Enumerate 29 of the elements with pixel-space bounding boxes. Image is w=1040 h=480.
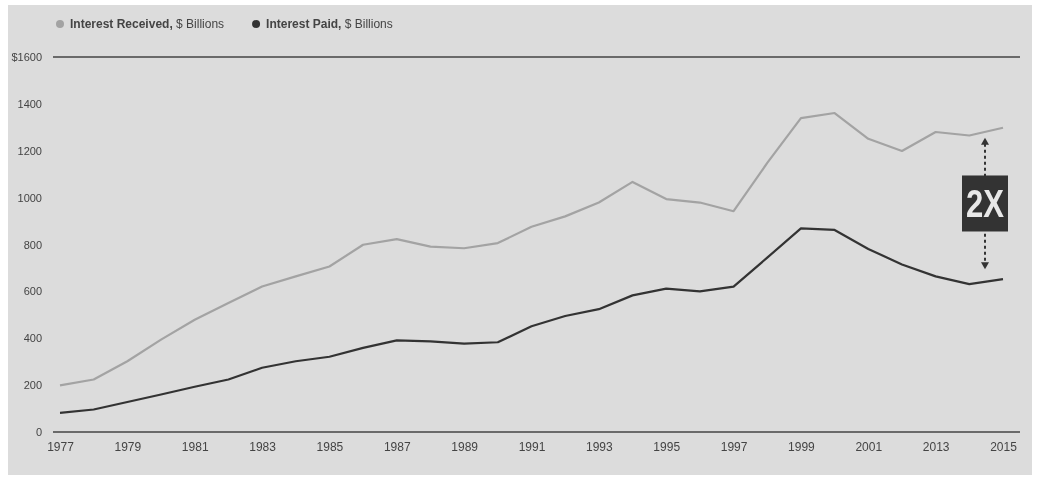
line-series (58, 111, 1005, 387)
y-tick-label: 600 (23, 285, 42, 298)
annotation: 2X (966, 183, 1013, 226)
y-tick-label: $1600 (11, 51, 42, 64)
x-tick-label: 1993 (586, 439, 614, 454)
x-tick-label: 1997 (720, 439, 748, 454)
x-tick-label: 1989 (451, 439, 479, 454)
y-tick-label: 1200 (17, 144, 42, 157)
x-tick-label: 1977 (47, 439, 75, 454)
y-tick-label: 400 (23, 332, 42, 345)
y-tick-label: 1400 (17, 97, 42, 110)
legend-label: Interest Received, $ Billions (70, 17, 225, 31)
x-tick-label: 1985 (316, 439, 344, 454)
y-tick-label: 1000 (17, 191, 42, 204)
x-tick-label: 1995 (653, 439, 681, 454)
x-tick-label: 1991 (518, 439, 546, 454)
x-tick-label: 1999 (788, 439, 816, 454)
legend-label: Interest Paid, $ Billions (266, 17, 393, 31)
y-tick-label: 200 (23, 379, 42, 392)
x-tick-label: 1987 (383, 439, 411, 454)
y-tick-label: 800 (23, 238, 42, 251)
x-tick-label: 1979 (114, 439, 142, 454)
x-tick-label: 2013 (922, 439, 950, 454)
x-tick-label: 1983 (249, 439, 277, 454)
line-series (58, 227, 1005, 414)
y-tick-label: 0 (35, 426, 42, 439)
x-tick-label: 2015 (990, 439, 1018, 454)
x-tick-label: 1981 (181, 439, 209, 454)
x-tick-label: 2001 (855, 439, 883, 454)
